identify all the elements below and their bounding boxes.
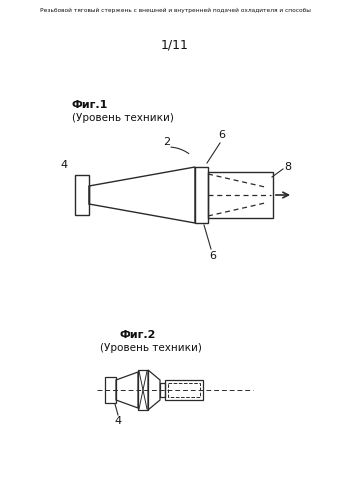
Text: 1/11: 1/11 (161, 38, 189, 51)
Text: 6: 6 (210, 251, 217, 261)
Text: Фиг.2: Фиг.2 (120, 330, 157, 340)
Text: Фиг.1: Фиг.1 (72, 100, 108, 110)
Text: (Уровень техники): (Уровень техники) (100, 343, 202, 353)
Text: Резьбовой тяговый стержень с внешней и внутренней подачей охладителя и способы: Резьбовой тяговый стержень с внешней и в… (40, 8, 310, 13)
Bar (105, 377, 116, 403)
Text: (Уровень техники): (Уровень техники) (72, 113, 174, 123)
Bar (160, 383, 165, 397)
Text: 8: 8 (284, 162, 291, 172)
Bar (75, 175, 89, 215)
Text: 2: 2 (164, 137, 171, 147)
Bar (208, 172, 273, 218)
Bar (165, 380, 203, 400)
Text: 4: 4 (61, 160, 68, 170)
Text: 6: 6 (219, 130, 225, 140)
Bar (168, 383, 200, 397)
Text: 4: 4 (114, 416, 121, 426)
Bar (195, 167, 208, 223)
Bar (138, 370, 148, 410)
